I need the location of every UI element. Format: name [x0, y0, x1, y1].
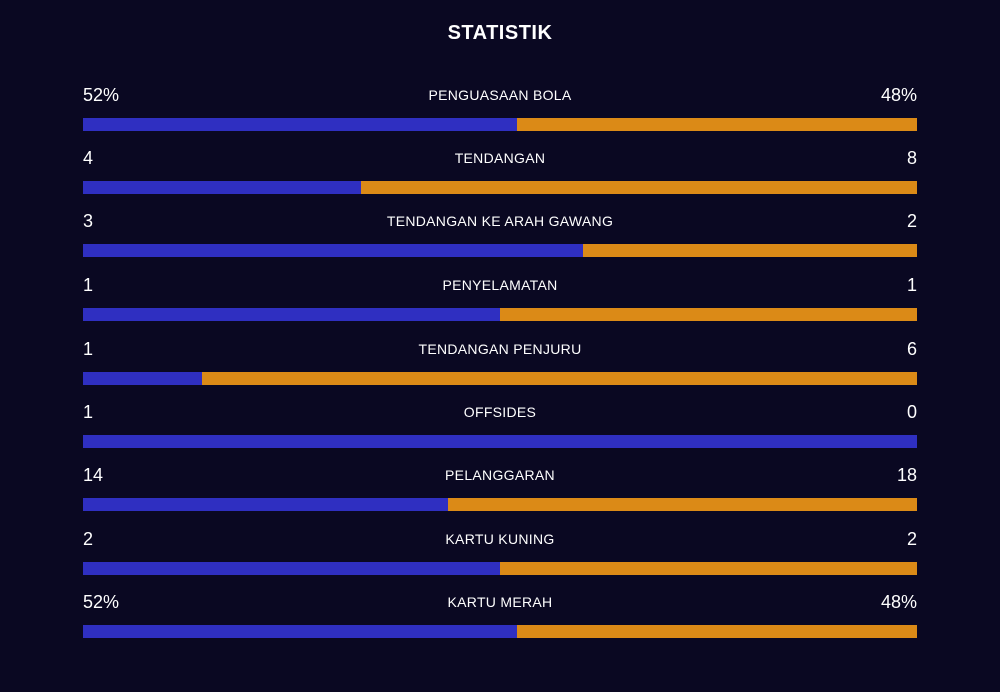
stat-label: KARTU MERAH	[447, 594, 553, 610]
away-value: 2	[906, 211, 917, 231]
home-value: 2	[83, 529, 94, 549]
home-share-fill	[83, 308, 500, 321]
stat-label: TENDANGAN	[454, 150, 546, 166]
home-share-fill	[83, 498, 448, 511]
home-value: 4	[83, 148, 94, 168]
home-share-fill	[83, 244, 584, 257]
comparison-bar	[83, 308, 917, 321]
stat-row-shots-on-target: 3 TENDANGAN KE ARAH GAWANG 2	[83, 209, 917, 269]
comparison-bar	[83, 625, 917, 638]
stat-label: PENGUASAAN BOLA	[428, 87, 572, 103]
comparison-bar	[83, 562, 917, 575]
stat-row-red-cards: 52% KARTU MERAH 48%	[83, 590, 917, 650]
stat-label: PELANGGARAN	[445, 467, 555, 483]
panel-title: STATISTIK	[447, 22, 553, 44]
stat-label: TENDANGAN PENJURU	[418, 341, 582, 357]
comparison-bar	[83, 181, 917, 194]
away-value: 1	[906, 275, 917, 295]
away-value: 2	[906, 529, 917, 549]
home-share-fill	[83, 435, 917, 448]
away-value: 18	[896, 465, 917, 485]
stat-label: TENDANGAN KE ARAH GAWANG	[386, 213, 614, 229]
stat-row-shots: 4 TENDANGAN 8	[83, 146, 917, 206]
stat-label: PENYELAMATAN	[442, 277, 558, 293]
home-share-fill	[83, 372, 203, 385]
stat-row-possession: 52% PENGUASAAN BOLA 48%	[83, 83, 917, 143]
stat-row-corners: 1 TENDANGAN PENJURU 6	[83, 337, 917, 397]
comparison-bar	[83, 498, 917, 511]
home-share-fill	[83, 118, 517, 131]
home-value: 14	[83, 465, 104, 485]
home-share-fill	[83, 562, 500, 575]
home-value: 1	[83, 275, 94, 295]
away-value: 8	[906, 148, 917, 168]
stat-row-yellow-cards: 2 KARTU KUNING 2	[83, 527, 917, 587]
home-value: 3	[83, 211, 94, 231]
home-value: 52%	[83, 592, 120, 612]
away-value: 0	[906, 402, 917, 422]
stat-label: KARTU KUNING	[445, 531, 555, 547]
stat-row-offsides: 1 OFFSIDES 0	[83, 400, 917, 460]
home-value: 52%	[83, 85, 120, 105]
away-value: 48%	[880, 85, 917, 105]
away-value: 48%	[880, 592, 917, 612]
comparison-bar	[83, 372, 917, 385]
stat-row-fouls: 14 PELANGGARAN 18	[83, 463, 917, 523]
comparison-bar	[83, 435, 917, 448]
home-share-fill	[83, 625, 517, 638]
home-share-fill	[83, 181, 361, 194]
home-value: 1	[83, 402, 94, 422]
comparison-bar	[83, 244, 917, 257]
home-value: 1	[83, 339, 94, 359]
stat-label: OFFSIDES	[463, 404, 537, 420]
away-value: 6	[906, 339, 917, 359]
comparison-bar	[83, 118, 917, 131]
stat-row-saves: 1 PENYELAMATAN 1	[83, 273, 917, 333]
